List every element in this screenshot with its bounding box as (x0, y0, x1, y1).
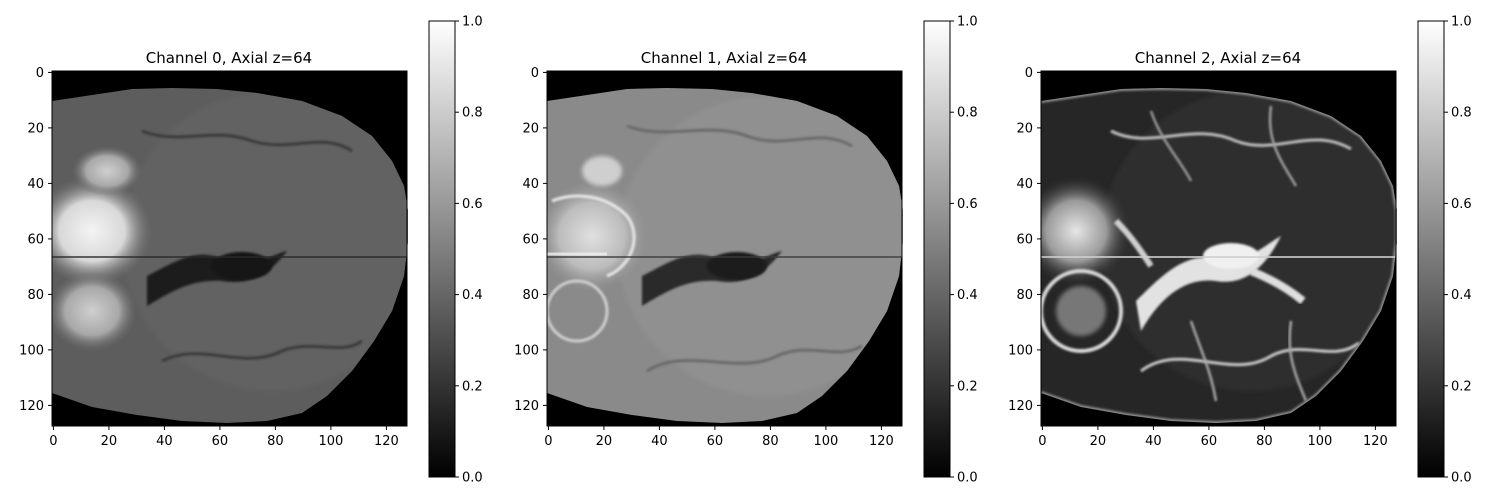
x-tick-label: 80 (1256, 434, 1273, 449)
x-tick-label: 80 (762, 434, 779, 449)
mri-image-channel-2 (1041, 71, 1397, 426)
colorbar-tick-label: 0.2 (957, 379, 978, 394)
colorbar-tick-label: 0.8 (1451, 106, 1472, 121)
x-tick-label: 120 (869, 434, 894, 449)
mri-image-channel-0 (52, 71, 408, 426)
y-tick-label: 40 (27, 177, 44, 192)
colorbar-tick-label: 0.6 (957, 197, 978, 212)
y-tick-label: 100 (514, 344, 539, 359)
x-tick-label: 80 (267, 434, 284, 449)
x-tick-label: 20 (101, 434, 118, 449)
colorbar-tick-label: 0.6 (462, 197, 483, 212)
colorbar-tick-label: 1.0 (462, 15, 483, 30)
y-tick-label: 20 (1016, 122, 1033, 137)
x-tick-label: 0 (1038, 434, 1046, 449)
y-tick-label: 20 (27, 122, 44, 137)
colorbar-tick-label: 0.0 (1451, 471, 1472, 486)
panel-channel-0: Channel 0, Axial z=64 (19, 15, 483, 486)
mri-image-channel-1 (547, 71, 903, 426)
y-tick-label: 40 (1016, 177, 1033, 192)
x-tick-label: 60 (212, 434, 229, 449)
y-tick-label: 120 (514, 399, 539, 414)
x-tick-label: 60 (1201, 434, 1218, 449)
y-tick-label: 80 (1016, 288, 1033, 303)
y-tick-label: 80 (522, 288, 539, 303)
x-tick-label: 40 (651, 434, 668, 449)
y-tick-label: 0 (531, 66, 539, 81)
x-tick-label: 20 (1090, 434, 1107, 449)
x-tick-label: 120 (374, 434, 399, 449)
colorbar-tick-label: 1.0 (957, 15, 978, 30)
y-tick-label: 60 (27, 233, 44, 248)
x-tick-label: 20 (596, 434, 613, 449)
x-tick-label: 100 (813, 434, 838, 449)
y-axis-ticks: 0 20 40 60 80 100 120 (514, 66, 547, 414)
x-tick-label: 120 (1363, 434, 1388, 449)
x-axis-ticks: 0 20 40 60 80 100 120 (1038, 426, 1388, 449)
y-axis-ticks: 0 20 40 60 80 100 120 (1008, 66, 1041, 414)
x-axis-ticks: 0 20 40 60 80 100 120 (544, 426, 894, 449)
y-tick-label: 100 (1008, 344, 1033, 359)
colorbar-tick-label: 1.0 (1451, 15, 1472, 30)
colorbar-tick-label: 0.2 (1451, 379, 1472, 394)
y-axis-ticks: 0 20 40 60 80 100 120 (19, 66, 52, 414)
panel-channel-1: Channel 1, Axial z=64 (514, 15, 978, 486)
panel-title: Channel 2, Axial z=64 (1135, 49, 1301, 67)
x-tick-label: 0 (544, 434, 552, 449)
y-tick-label: 40 (522, 177, 539, 192)
x-tick-label: 0 (49, 434, 57, 449)
x-tick-label: 100 (318, 434, 343, 449)
x-tick-label: 40 (156, 434, 173, 449)
panel-title: Channel 1, Axial z=64 (641, 49, 807, 67)
y-tick-label: 120 (1008, 399, 1033, 414)
colorbar-tick-label: 0.2 (462, 379, 483, 394)
y-tick-label: 100 (19, 344, 44, 359)
y-tick-label: 0 (36, 66, 44, 81)
x-tick-label: 40 (1145, 434, 1162, 449)
colorbar-tick-label: 0.6 (1451, 197, 1472, 212)
y-tick-label: 80 (27, 288, 44, 303)
y-tick-label: 120 (19, 399, 44, 414)
y-tick-label: 60 (1016, 233, 1033, 248)
colorbar-tick-label: 0.0 (462, 471, 483, 486)
colorbar-tick-label: 0.4 (957, 288, 978, 303)
x-axis-ticks: 0 20 40 60 80 100 120 (49, 426, 399, 449)
colorbar-tick-label: 0.4 (462, 288, 483, 303)
colorbar-tick-label: 0.8 (957, 106, 978, 121)
colorbar-tick-label: 0.4 (1451, 288, 1472, 303)
x-tick-label: 100 (1307, 434, 1332, 449)
y-tick-label: 60 (522, 233, 539, 248)
y-tick-label: 0 (1025, 66, 1033, 81)
colorbar-tick-label: 0.8 (462, 106, 483, 121)
colorbar-tick-label: 0.0 (957, 471, 978, 486)
y-tick-label: 20 (522, 122, 539, 137)
colorbar: 0.0 0.2 0.4 0.6 0.8 1.0 (428, 15, 483, 486)
panel-channel-2: Channel 2, Axial z=64 (1008, 15, 1472, 486)
colorbar: 0.0 0.2 0.4 0.6 0.8 1.0 (1417, 15, 1472, 486)
x-tick-label: 60 (707, 434, 724, 449)
colorbar: 0.0 0.2 0.4 0.6 0.8 1.0 (923, 15, 978, 486)
panel-title: Channel 0, Axial z=64 (146, 49, 312, 67)
